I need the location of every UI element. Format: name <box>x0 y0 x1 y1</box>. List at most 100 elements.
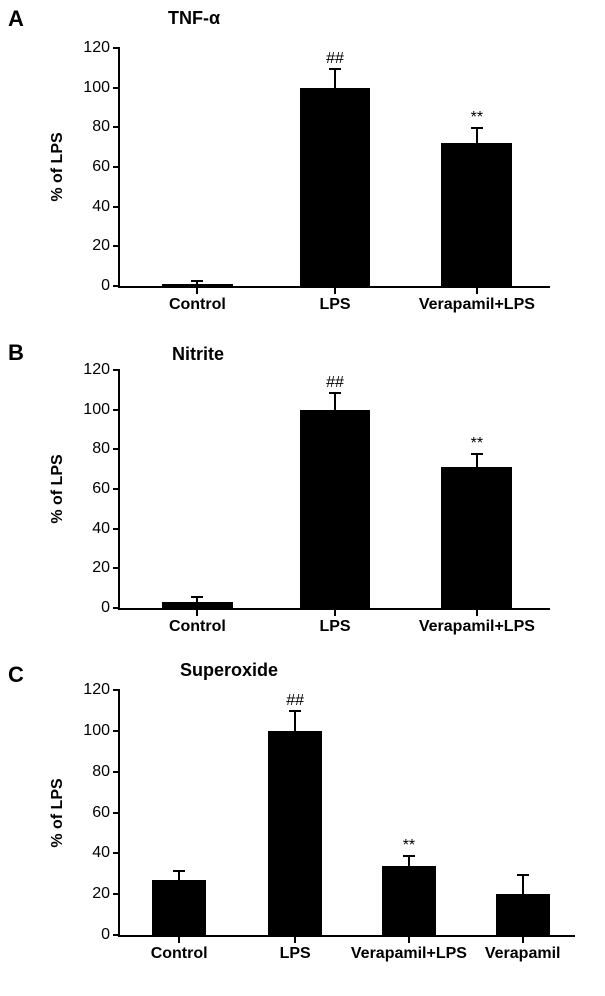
y-tick-label: 80 <box>92 763 110 781</box>
y-tick <box>113 206 120 208</box>
y-tick-label: 40 <box>92 520 110 538</box>
y-tick <box>113 126 120 128</box>
x-tick <box>476 609 478 616</box>
y-tick-label: 20 <box>92 559 110 577</box>
x-tick-label: Verapamil+LPS <box>419 296 535 314</box>
error-bar-cap <box>191 280 203 282</box>
bar <box>152 880 206 935</box>
y-tick <box>113 893 120 895</box>
x-tick <box>334 609 336 616</box>
error-bar-cap <box>289 710 301 712</box>
y-tick <box>113 166 120 168</box>
y-axis-label: % of LPS <box>49 454 67 523</box>
x-tick-label: LPS <box>319 618 350 636</box>
bar <box>382 866 436 935</box>
y-tick <box>113 409 120 411</box>
bar <box>268 731 322 935</box>
panel-title: Nitrite <box>172 344 224 365</box>
error-bar-cap <box>191 596 203 598</box>
bar <box>162 602 233 608</box>
y-tick <box>113 285 120 287</box>
error-bar <box>334 68 336 88</box>
y-tick-label: 0 <box>101 599 110 617</box>
y-tick <box>113 448 120 450</box>
y-tick <box>113 730 120 732</box>
panel-title: TNF-α <box>168 8 220 29</box>
x-tick-label: Verapamil+LPS <box>419 618 535 636</box>
bar <box>300 88 371 286</box>
y-tick <box>113 812 120 814</box>
error-bar-cap <box>173 870 185 872</box>
error-bar-cap <box>329 68 341 70</box>
y-tick-label: 0 <box>101 926 110 944</box>
significance-marker: ** <box>403 837 415 855</box>
x-tick <box>178 936 180 943</box>
y-tick-label: 100 <box>83 79 110 97</box>
y-tick-label: 100 <box>83 401 110 419</box>
y-tick-label: 80 <box>92 118 110 136</box>
y-tick <box>113 934 120 936</box>
plot-area: 020406080100120ControlLPSVerapamil+LPS##… <box>118 48 550 288</box>
bar <box>496 894 550 935</box>
panel-title: Superoxide <box>180 660 278 681</box>
y-tick-label: 120 <box>83 361 110 379</box>
panel-letter: A <box>8 6 24 32</box>
y-tick <box>113 47 120 49</box>
significance-marker: ** <box>471 435 483 453</box>
x-tick <box>408 936 410 943</box>
y-tick <box>113 488 120 490</box>
panel-letter: C <box>8 662 24 688</box>
x-tick <box>522 936 524 943</box>
y-tick <box>113 528 120 530</box>
significance-marker: ## <box>286 692 304 710</box>
significance-marker: ## <box>326 50 344 68</box>
error-bar-cap <box>403 855 415 857</box>
error-bar <box>476 127 478 143</box>
x-tick-label: Control <box>169 296 226 314</box>
x-tick-label: LPS <box>280 945 311 963</box>
significance-marker: ## <box>326 374 344 392</box>
panel-letter: B <box>8 340 24 366</box>
y-tick <box>113 369 120 371</box>
x-tick-label: Verapamil <box>485 945 561 963</box>
y-tick-label: 60 <box>92 480 110 498</box>
figure-root: ATNF-α020406080100120ControlLPSVerapamil… <box>0 0 605 996</box>
y-tick-label: 120 <box>83 681 110 699</box>
x-tick-label: Control <box>169 618 226 636</box>
y-tick-label: 80 <box>92 440 110 458</box>
x-tick-label: Verapamil+LPS <box>351 945 467 963</box>
y-tick <box>113 771 120 773</box>
y-axis-label: % of LPS <box>49 778 67 847</box>
bar <box>441 467 512 608</box>
error-bar-cap <box>329 392 341 394</box>
y-tick-label: 60 <box>92 158 110 176</box>
error-bar-cap <box>471 127 483 129</box>
plot-area: 020406080100120ControlLPSVerapamil+LPSVe… <box>118 690 575 937</box>
error-bar <box>522 874 524 894</box>
x-tick <box>196 287 198 294</box>
y-tick-label: 120 <box>83 39 110 57</box>
x-tick <box>334 287 336 294</box>
y-tick-label: 0 <box>101 277 110 295</box>
y-tick-label: 100 <box>83 722 110 740</box>
y-tick-label: 20 <box>92 237 110 255</box>
error-bar <box>334 392 336 410</box>
plot-area: 020406080100120ControlLPSVerapamil+LPS##… <box>118 370 550 610</box>
x-tick <box>196 609 198 616</box>
error-bar-cap <box>517 874 529 876</box>
y-tick-label: 40 <box>92 198 110 216</box>
y-tick <box>113 567 120 569</box>
bar-chart: 020406080100120ControlLPSVerapamil+LPSVe… <box>118 690 573 935</box>
error-bar <box>476 453 478 467</box>
significance-marker: ** <box>471 109 483 127</box>
x-tick-label: LPS <box>319 296 350 314</box>
y-tick-label: 40 <box>92 844 110 862</box>
y-tick <box>113 87 120 89</box>
x-tick <box>476 287 478 294</box>
error-bar <box>294 710 296 730</box>
bar-chart: 020406080100120ControlLPSVerapamil+LPS##… <box>118 370 548 608</box>
y-axis-label: % of LPS <box>49 132 67 201</box>
y-tick <box>113 852 120 854</box>
bar <box>162 284 233 286</box>
bar <box>300 410 371 608</box>
